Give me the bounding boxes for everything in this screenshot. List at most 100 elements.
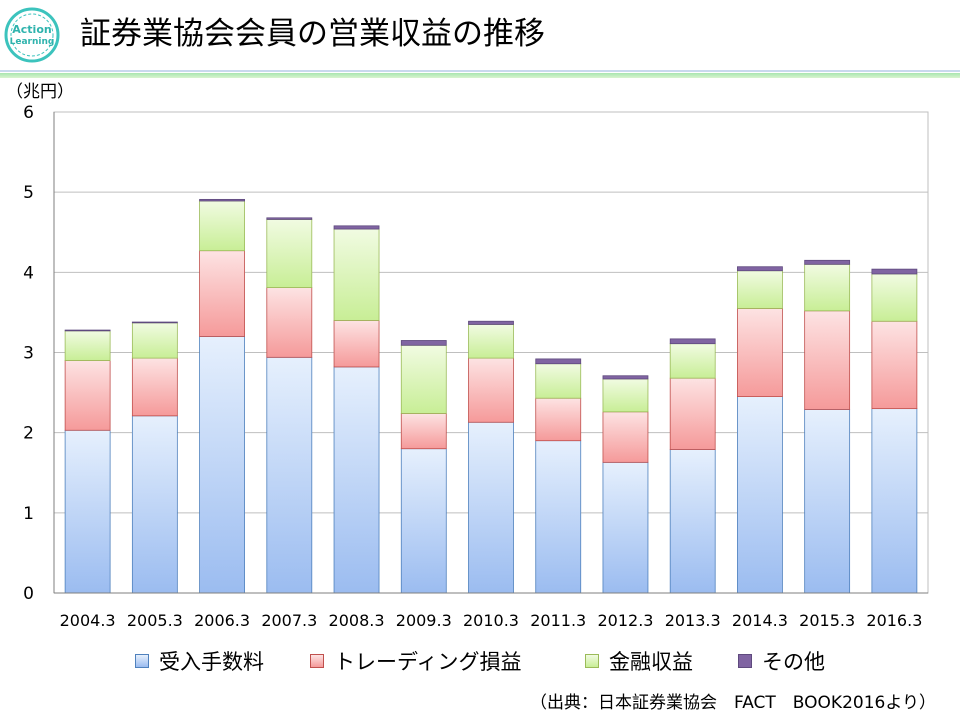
- bar-segment: [199, 200, 245, 252]
- legend-label: 受入手数料: [159, 650, 264, 674]
- bar-stack: [468, 320, 514, 594]
- title-divider: [0, 70, 960, 78]
- bar-segment: [400, 448, 447, 594]
- x-tick-label: 2011.3: [530, 611, 586, 630]
- bar-stack: [669, 338, 716, 594]
- x-tick-label: 2016.3: [866, 611, 922, 630]
- x-tick-label: 2010.3: [463, 611, 519, 630]
- x-tick-label: 2004.3: [60, 611, 116, 630]
- legend-label: その他: [762, 650, 825, 674]
- bar-segment: [669, 449, 716, 594]
- bar-stack: [199, 198, 245, 594]
- bar-segment: [333, 228, 380, 321]
- bars: [64, 198, 918, 594]
- bar-stack: [333, 225, 380, 594]
- bar-stack: [400, 340, 447, 594]
- axes: 0 1 2 3 4 5 6 2004.3 2005.3 2006.3 2007.3 2008.3 200…: [23, 103, 928, 630]
- bar-segment: [400, 340, 447, 346]
- bar-segment: [602, 378, 649, 413]
- bar-segment: [468, 421, 514, 594]
- x-tick-label: 2007.3: [261, 611, 317, 630]
- bar-stack: [871, 268, 918, 594]
- stacked-bar-chart: 0 1 2 3 4 5 6 2004.3 2005.3 2006.3 2007.3 2008.3 200…: [6, 82, 929, 630]
- bar-stack: [535, 358, 582, 594]
- bar-segment: [333, 225, 380, 230]
- logo-text-action: Action: [12, 23, 51, 36]
- bar-segment: [131, 415, 178, 594]
- x-tick-label: 2012.3: [597, 611, 653, 630]
- legend-item: 受入手数料: [135, 646, 264, 676]
- legend-swatch: [135, 654, 149, 668]
- y-axis-unit-label: （兆円）: [6, 82, 74, 102]
- legend-swatch: [585, 654, 599, 668]
- bar-segment: [333, 366, 380, 594]
- bar-segment: [602, 461, 649, 594]
- y-tick-label: 3: [23, 344, 34, 364]
- bar-segment: [871, 268, 918, 275]
- y-tick-label: 1: [23, 504, 34, 524]
- x-tick-label: 2014.3: [732, 611, 788, 630]
- legend-item: その他: [738, 646, 825, 676]
- legend-item: トレーディング損益: [310, 646, 522, 676]
- bar-segment: [804, 263, 851, 312]
- bar-segment: [199, 198, 245, 202]
- legend-label: 金融収益: [609, 650, 693, 674]
- x-tick-label: 2009.3: [396, 611, 452, 630]
- bar-segment: [737, 396, 783, 594]
- bar-segment: [400, 413, 447, 450]
- x-tick-label: 2006.3: [194, 611, 250, 630]
- bar-segment: [602, 375, 649, 380]
- bar-segment: [64, 330, 111, 361]
- bar-segment: [804, 259, 851, 265]
- action-learning-logo: Action Learning: [4, 7, 60, 63]
- bar-segment: [266, 356, 313, 594]
- bar-segment: [64, 360, 111, 431]
- bar-segment: [131, 321, 178, 324]
- bar-segment: [199, 336, 245, 594]
- bar-segment: [468, 357, 514, 423]
- bar-segment: [64, 329, 111, 332]
- y-tick-label: 6: [23, 103, 34, 123]
- x-tick-label: 2008.3: [329, 611, 385, 630]
- bar-segment: [804, 409, 851, 594]
- bar-stack: [64, 329, 111, 594]
- bar-stack: [804, 259, 851, 594]
- x-tick-label: 2015.3: [799, 611, 855, 630]
- y-tick-label: 0: [23, 584, 34, 604]
- bar-segment: [266, 219, 313, 288]
- bar-segment: [737, 270, 783, 309]
- y-tick-label: 4: [23, 263, 34, 283]
- bar-segment: [871, 408, 918, 594]
- bar-segment: [131, 322, 178, 359]
- chart-legend: 受入手数料 トレーディング損益 金融収益 その他: [0, 646, 960, 676]
- x-tick-label: 2005.3: [127, 611, 183, 630]
- logo-text-learning: Learning: [10, 37, 55, 47]
- bar-segment: [333, 320, 380, 368]
- y-tick-label: 2: [23, 424, 34, 444]
- bar-segment: [64, 429, 111, 594]
- bar-stack: [266, 217, 313, 594]
- bar-segment: [535, 358, 582, 365]
- bar-segment: [266, 287, 313, 358]
- bar-segment: [669, 343, 716, 379]
- bar-segment: [804, 310, 851, 410]
- x-tick-label: 2013.3: [665, 611, 721, 630]
- legend-label: トレーディング損益: [334, 650, 522, 674]
- bar-segment: [669, 377, 716, 450]
- bar-segment: [871, 320, 918, 410]
- page-title: 証券業協会会員の営業収益の推移: [80, 16, 545, 52]
- bar-segment: [535, 440, 582, 594]
- bar-segment: [737, 266, 783, 272]
- bar-segment: [199, 250, 245, 337]
- bar-stack: [737, 266, 783, 594]
- legend-item: 金融収益: [585, 646, 693, 676]
- bar-segment: [535, 363, 582, 399]
- bar-segment: [468, 324, 514, 359]
- bar-stack: [602, 375, 649, 594]
- bar-segment: [266, 217, 313, 220]
- legend-swatch: [310, 654, 324, 668]
- legend-swatch: [738, 654, 752, 668]
- bar-segment: [669, 338, 716, 345]
- bar-segment: [468, 320, 514, 325]
- bar-segment: [602, 411, 649, 463]
